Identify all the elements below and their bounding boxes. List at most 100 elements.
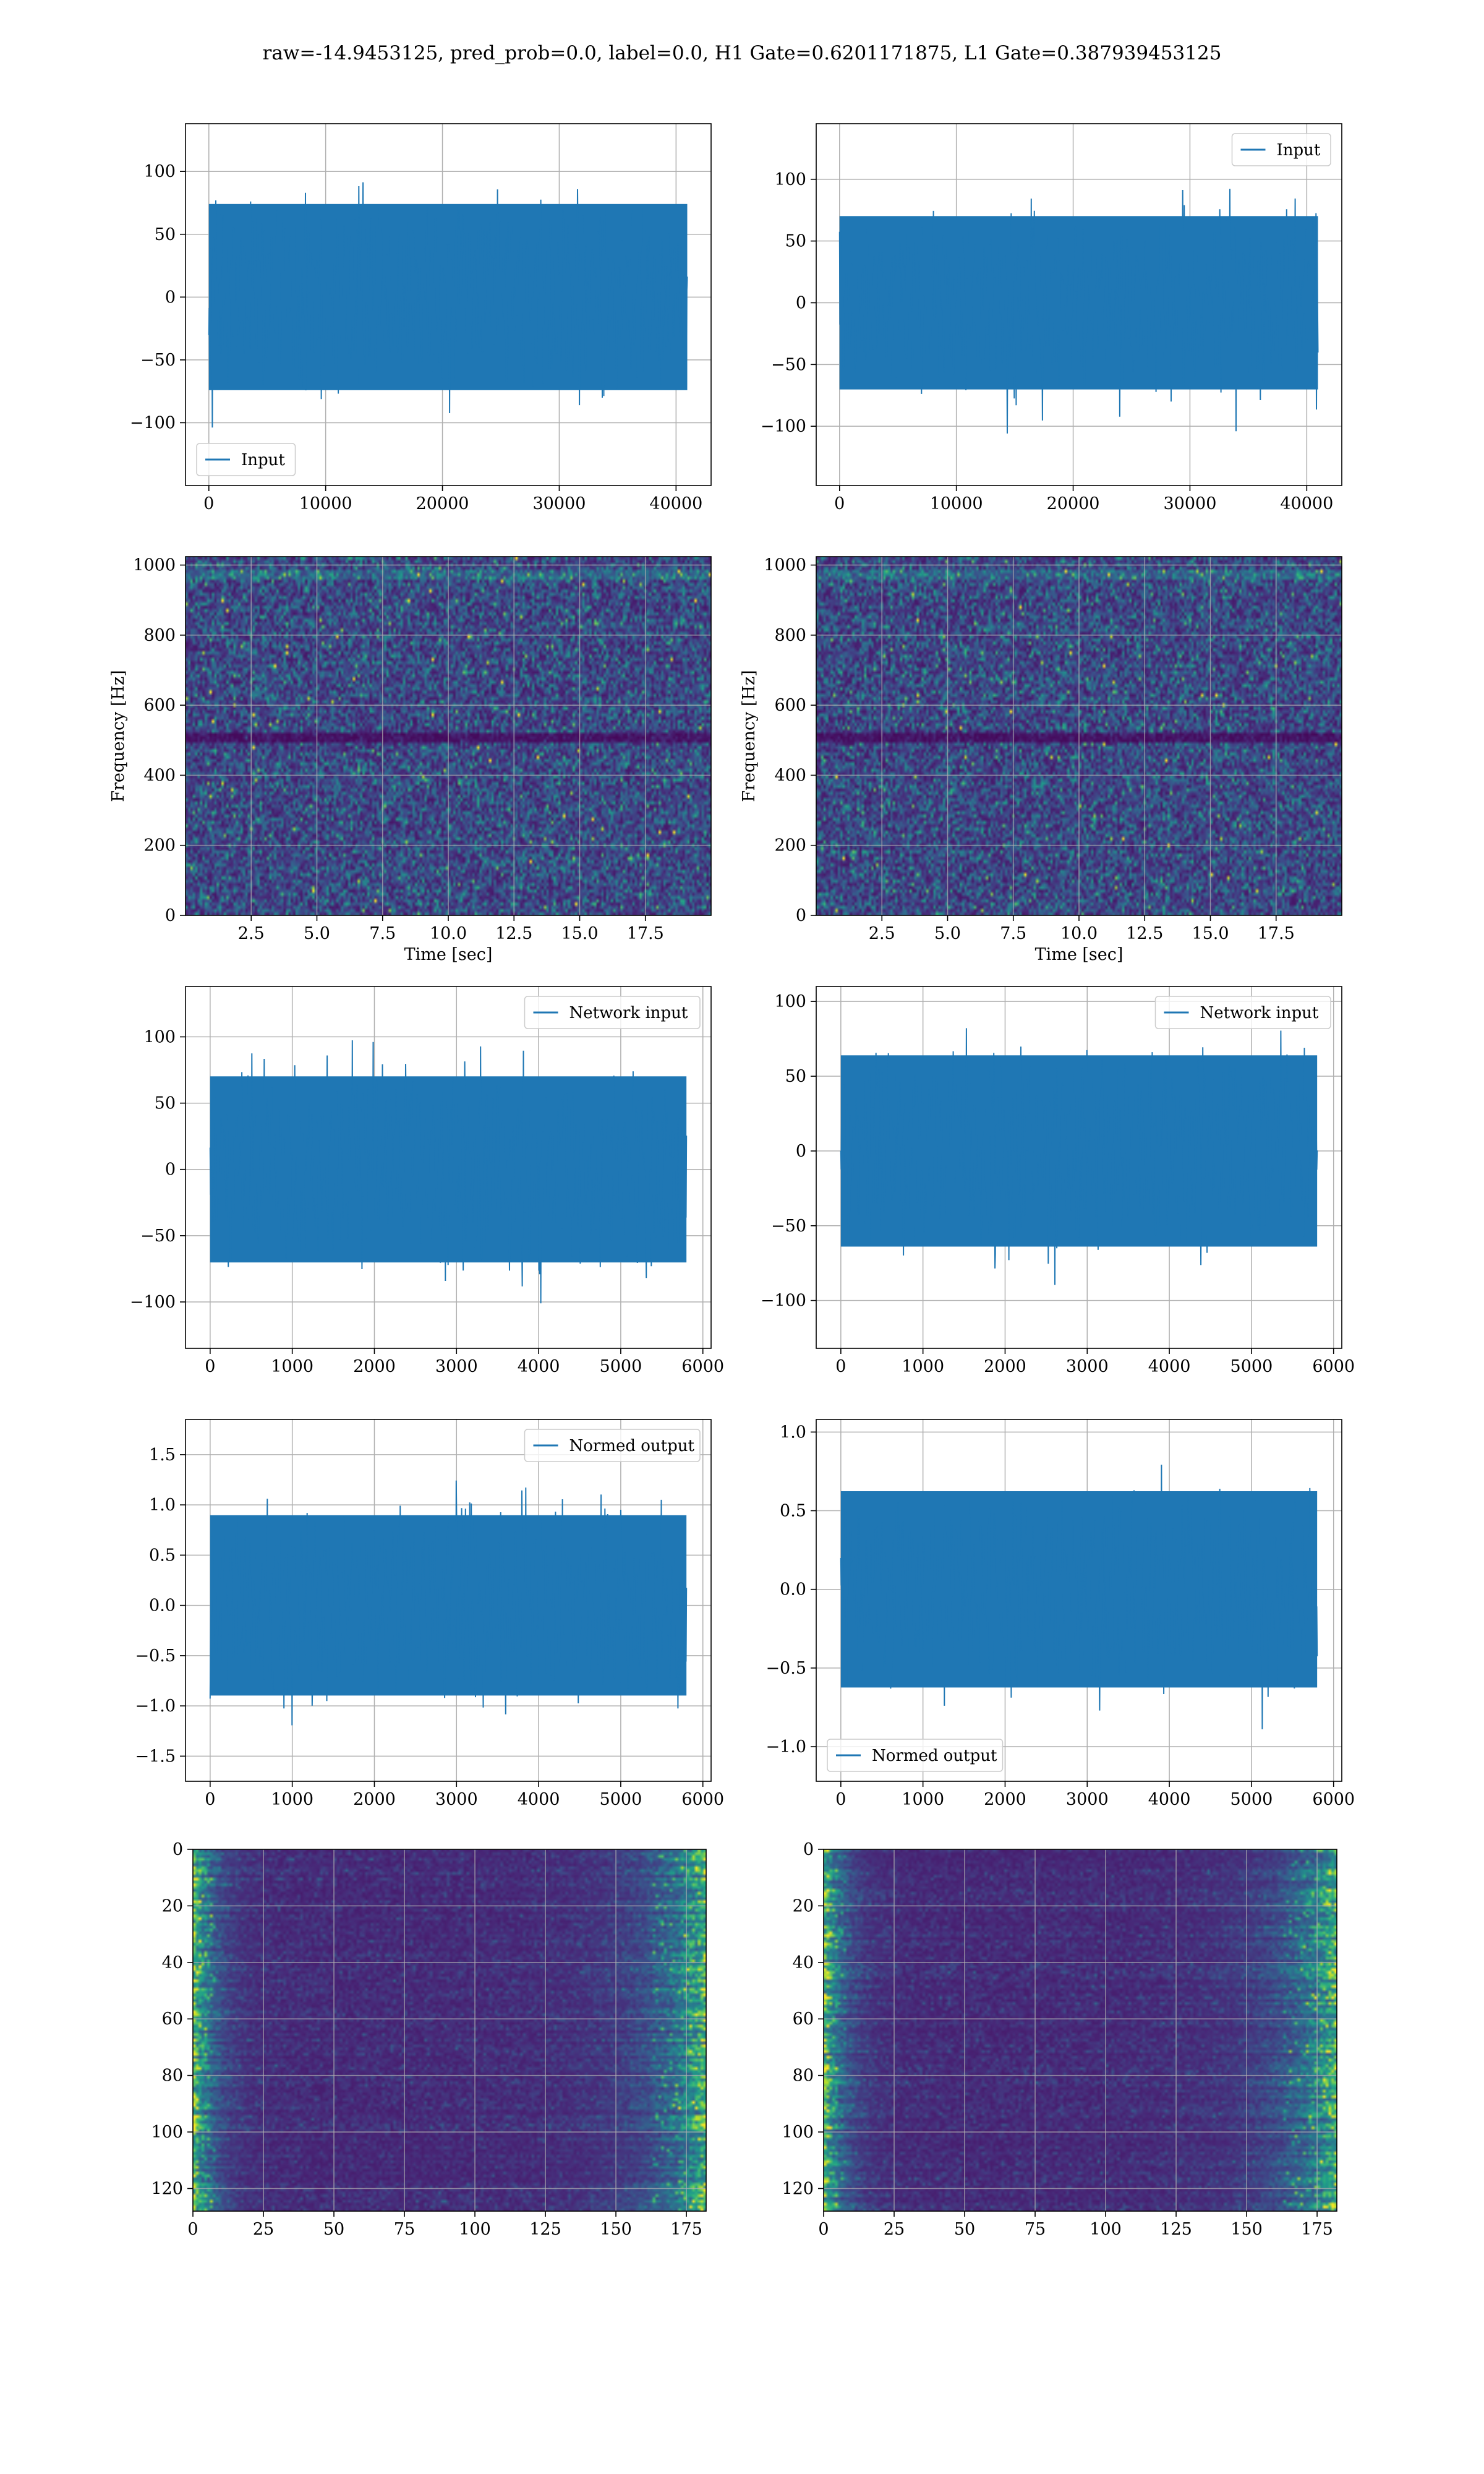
x-tick-label: 3000 <box>435 1790 478 1809</box>
chart-spec_h1: 2.5 5.0 7.5 10.0 12.5 15.0 17.5 0 200 400 600 800 10… <box>109 556 712 964</box>
y-tick-label: 0.5 <box>780 1502 806 1521</box>
y-tick-label: 0.0 <box>780 1580 806 1599</box>
x-tick-label: 3000 <box>1066 1790 1109 1809</box>
chart-input_h1: 0 10000 20000 30000 40000 −100 −50 0 50 100 Input <box>130 123 712 513</box>
x-tick-label: 6000 <box>681 1790 724 1809</box>
y-tick-label: 0 <box>165 906 176 925</box>
legend-box <box>827 1739 1004 1772</box>
x-tick-label: 7.5 <box>369 924 396 943</box>
y-tick-label: 400 <box>143 766 176 785</box>
y-tick-label: 1.0 <box>149 1496 176 1515</box>
legend: Network input <box>1154 996 1331 1029</box>
x-tick-label: 0 <box>205 1790 215 1809</box>
y-tick-label: 1000 <box>133 556 176 575</box>
x-tick-label: 0 <box>187 2220 198 2239</box>
y-tick-label: 100 <box>782 2123 814 2142</box>
x-axis-label: Time [sec] <box>404 945 493 964</box>
axes-frame <box>816 1419 1342 1782</box>
x-tick-label: 1000 <box>271 1790 313 1809</box>
legend-label: Network input <box>1200 1004 1319 1022</box>
series-line <box>840 1028 1318 1285</box>
y-tick-label: 1000 <box>764 556 806 575</box>
y-tick-label: 20 <box>793 1896 814 1915</box>
y-tick-label: 120 <box>151 2179 183 2198</box>
y-tick-label: −50 <box>771 355 806 374</box>
x-tick-label: 20000 <box>1047 494 1100 513</box>
y-tick-label: −100 <box>130 413 176 432</box>
x-tick-label: 30000 <box>532 494 586 513</box>
y-tick-label: 0 <box>803 1840 814 1859</box>
y-tick-label: 200 <box>143 836 176 855</box>
x-tick-label: 12.5 <box>495 924 532 943</box>
legend-label: Normed output <box>569 1437 695 1455</box>
legend-label: Normed output <box>872 1747 997 1765</box>
x-tick-label: 40000 <box>1280 494 1333 513</box>
y-tick-label: −50 <box>140 1226 176 1246</box>
legend-box <box>1154 996 1331 1029</box>
y-tick-label: 50 <box>785 232 806 251</box>
y-tick-label: 80 <box>162 2066 183 2086</box>
x-tick-label: 40000 <box>649 494 702 513</box>
y-tick-label: −50 <box>140 351 176 370</box>
chart-spec_l1: 2.5 5.0 7.5 10.0 12.5 15.0 17.5 0 200 400 600 800 10… <box>740 556 1342 964</box>
x-tick-label: 2000 <box>353 1357 396 1376</box>
y-tick-label: 60 <box>162 2010 183 2029</box>
x-tick-label: 17.5 <box>627 924 664 943</box>
x-tick-label: 175 <box>1301 2220 1333 2239</box>
x-tick-label: 150 <box>1230 2220 1263 2239</box>
series-line <box>209 1480 688 1726</box>
legend: Input <box>1231 133 1331 166</box>
chart-normed_h1: 0 1000 2000 3000 4000 5000 6000 −1.5 −1.0 −0.5 0.0… <box>135 1419 724 1809</box>
series-line <box>838 189 1319 434</box>
y-tick-label: 50 <box>785 1067 806 1086</box>
x-tick-label: 175 <box>670 2220 702 2239</box>
x-tick-label: 50 <box>323 2220 344 2239</box>
y-tick-label: −0.5 <box>765 1659 806 1678</box>
y-tick-label: 0 <box>165 288 176 307</box>
x-tick-label: 1000 <box>271 1357 313 1376</box>
x-tick-label: 0 <box>203 494 214 513</box>
y-tick-label: 800 <box>143 626 176 645</box>
x-tick-label: 2.5 <box>238 924 265 943</box>
x-tick-label: 6000 <box>1312 1790 1355 1809</box>
y-tick-label: 0 <box>173 1840 183 1859</box>
chart-feat_l1: 0 25 50 75 100 125 150 175 0 20 40 60 80 100 120 <box>782 1840 1337 2239</box>
x-tick-label: 125 <box>529 2220 561 2239</box>
axes-frame <box>823 1849 1337 2212</box>
x-tick-label: 4000 <box>1148 1790 1191 1809</box>
x-tick-label: 30000 <box>1163 494 1216 513</box>
y-tick-label: −100 <box>761 417 806 436</box>
axes-frame <box>185 1419 712 1782</box>
x-tick-label: 10000 <box>299 494 352 513</box>
legend-box <box>196 443 296 476</box>
x-tick-label: 4000 <box>518 1357 560 1376</box>
x-tick-label: 10000 <box>930 494 983 513</box>
y-tick-label: 60 <box>793 2010 814 2029</box>
legend-label: Input <box>1277 141 1321 160</box>
x-tick-label: 5000 <box>1230 1790 1273 1809</box>
axes-frame <box>185 123 712 486</box>
y-tick-label: 0 <box>165 1160 176 1179</box>
y-tick-label: −100 <box>130 1293 176 1312</box>
series-line <box>208 182 688 428</box>
legend-box <box>524 1429 701 1462</box>
x-tick-label: 0 <box>835 1357 846 1376</box>
axes-frame <box>816 123 1342 486</box>
legend-box <box>1231 133 1331 166</box>
y-tick-label: 400 <box>774 766 806 785</box>
y-tick-label: −1.0 <box>135 1697 176 1716</box>
y-tick-label: 1.5 <box>149 1445 176 1465</box>
y-tick-label: 120 <box>782 2179 814 2198</box>
y-tick-label: 600 <box>143 696 176 715</box>
chart-input_l1: 0 10000 20000 30000 40000 −100 −50 0 50 100 Input <box>761 123 1342 513</box>
x-tick-label: 4000 <box>1148 1357 1191 1376</box>
x-tick-label: 2.5 <box>869 924 895 943</box>
y-tick-label: −0.5 <box>135 1646 176 1666</box>
x-tick-label: 15.0 <box>561 924 598 943</box>
legend: Normed output <box>524 1429 701 1462</box>
x-tick-label: 2000 <box>984 1790 1026 1809</box>
x-tick-label: 6000 <box>681 1357 724 1376</box>
legend: Normed output <box>827 1739 1004 1772</box>
x-tick-label: 7.5 <box>1000 924 1026 943</box>
x-tick-label: 0 <box>818 2220 829 2239</box>
